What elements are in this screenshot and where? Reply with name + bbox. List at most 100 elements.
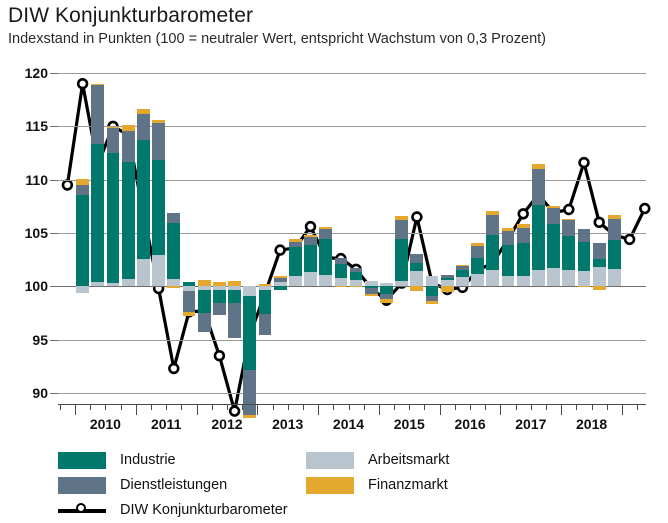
x-tick: [637, 404, 639, 410]
x-tick: [378, 404, 380, 415]
barometer-point-2012-Q2[interactable]: [228, 405, 241, 417]
bar-2016-Q1[interactable]: [456, 73, 469, 393]
bar-segment-dienstleistungen: [76, 185, 89, 195]
bar-segment-arbeitsmarkt: [425, 275, 439, 287]
bar-segment-arbeitsmarkt: [395, 281, 409, 287]
bar-segment-dienstleistungen: [532, 169, 545, 206]
barometer-point-2018-Q1[interactable]: [578, 156, 590, 169]
legend-label-industrie: Industrie: [120, 452, 176, 468]
bar-2012-Q3[interactable]: [243, 73, 257, 418]
bar-2016-Q3[interactable]: [486, 73, 500, 393]
bar-2014-Q2[interactable]: [349, 73, 363, 393]
bar-segment-arbeitsmarkt: [501, 275, 515, 287]
barometer-point-2013-Q1[interactable]: [274, 244, 286, 256]
barometer-point-2009-Q4[interactable]: [76, 77, 89, 90]
x-tick: [530, 404, 532, 410]
bar-segment-finanzmarkt: [304, 235, 317, 238]
gridline-120: [58, 73, 646, 74]
bar-2010-Q2[interactable]: [106, 73, 120, 393]
bar-segment-dienstleistungen: [152, 123, 165, 161]
bar-2014-Q3[interactable]: [364, 73, 378, 393]
barometer-point-2018-Q4[interactable]: [623, 233, 636, 246]
barometer-point-2009-Q3[interactable]: [61, 179, 74, 191]
x-tick: [90, 404, 92, 410]
bar-2017-Q4[interactable]: [562, 73, 576, 393]
bar-2018-Q3[interactable]: [608, 73, 621, 393]
bar-2015-Q2[interactable]: [410, 73, 424, 393]
bar-2012-Q4[interactable]: [258, 73, 272, 393]
y-tick-95: [50, 339, 58, 341]
bar-segment-industrie: [152, 160, 165, 256]
x-tick: [75, 404, 77, 415]
x-axis-label-2018: 2018: [576, 416, 608, 432]
x-axis-label-2010: 2010: [89, 416, 121, 432]
x-tick: [348, 404, 350, 410]
bar-2009-Q4[interactable]: [76, 73, 89, 393]
barometer-point-2017-Q1[interactable]: [517, 208, 529, 220]
bar-2012-Q2[interactable]: [228, 73, 241, 393]
bar-segment-dienstleistungen: [197, 313, 211, 333]
bar-2014-Q4[interactable]: [380, 73, 393, 393]
barometer-point-2018-Q2[interactable]: [593, 216, 605, 229]
x-tick: [546, 404, 548, 410]
bar-segment-arbeitsmarkt: [273, 282, 287, 287]
bar-2015-Q4[interactable]: [440, 73, 454, 393]
x-tick: [59, 404, 61, 410]
bar-segment-finanzmarkt: [516, 224, 530, 228]
bar-segment-finanzmarkt: [243, 415, 257, 418]
barometer-point-2017-Q4[interactable]: [563, 203, 575, 216]
bar-segment-arbeitsmarkt: [334, 277, 348, 287]
bar-2015-Q1[interactable]: [395, 73, 409, 393]
bar-2011-Q3[interactable]: [182, 73, 196, 393]
legend-swatch-dienstleistungen: [58, 477, 106, 494]
x-tick: [591, 404, 593, 410]
bar-2017-Q2[interactable]: [532, 73, 545, 393]
bar-2012-Q1[interactable]: [212, 73, 226, 393]
bar-2018-Q1[interactable]: [577, 73, 591, 393]
bar-2017-Q1[interactable]: [516, 73, 530, 393]
bar-2011-Q4[interactable]: [197, 73, 211, 393]
bar-2013-Q2[interactable]: [288, 73, 302, 393]
bar-2016-Q4[interactable]: [501, 73, 515, 393]
bar-2015-Q3[interactable]: [425, 73, 439, 393]
bar-2010-Q4[interactable]: [137, 73, 150, 393]
bar-segment-finanzmarkt: [152, 119, 165, 124]
bar-2017-Q3[interactable]: [547, 73, 560, 393]
bar-2010-Q1[interactable]: [91, 73, 105, 393]
y-tick-115: [50, 126, 58, 128]
bar-segment-industrie: [182, 282, 196, 287]
bar-2013-Q3[interactable]: [304, 73, 317, 393]
bar-2011-Q2[interactable]: [167, 73, 181, 393]
bar-2014-Q1[interactable]: [334, 73, 348, 393]
barometer-point-undefined[interactable]: [639, 202, 651, 215]
bar-segment-arbeitsmarkt: [471, 273, 485, 287]
bar-segment-industrie: [532, 205, 545, 271]
barometer-point-2012-Q1[interactable]: [213, 350, 226, 362]
bar-2016-Q2[interactable]: [471, 73, 485, 393]
barometer-point-2013-Q3[interactable]: [304, 220, 317, 233]
bar-segment-arbeitsmarkt: [608, 269, 621, 287]
bar-segment-finanzmarkt: [91, 83, 105, 85]
chart-legend: Industrie Dienstleistungen Arbeitsmarkt Fin…: [58, 450, 618, 520]
bar-2013-Q1[interactable]: [273, 73, 287, 393]
bar-segment-industrie: [380, 286, 393, 294]
bar-2018-Q2[interactable]: [592, 73, 606, 393]
bar-segment-finanzmarkt: [395, 215, 409, 221]
bar-segment-finanzmarkt: [592, 286, 606, 290]
barometer-point-2011-Q2[interactable]: [168, 362, 180, 375]
barometer-point-2015-Q2[interactable]: [411, 211, 423, 223]
bar-segment-finanzmarkt: [425, 301, 439, 305]
x-axis-label-2015: 2015: [393, 416, 425, 432]
bar-segment-industrie: [410, 262, 424, 272]
bar-segment-finanzmarkt: [258, 284, 272, 287]
bar-2011-Q1[interactable]: [152, 73, 165, 393]
bar-2013-Q4[interactable]: [319, 73, 333, 393]
bar-segment-arbeitsmarkt: [197, 286, 211, 290]
bar-segment-dienstleistungen: [364, 288, 378, 294]
bar-segment-dienstleistungen: [106, 128, 120, 153]
bar-segment-industrie: [243, 295, 257, 370]
bar-segment-dienstleistungen: [562, 220, 576, 237]
y-axis-label-90: 90: [32, 385, 48, 401]
bar-2010-Q3[interactable]: [121, 73, 135, 393]
